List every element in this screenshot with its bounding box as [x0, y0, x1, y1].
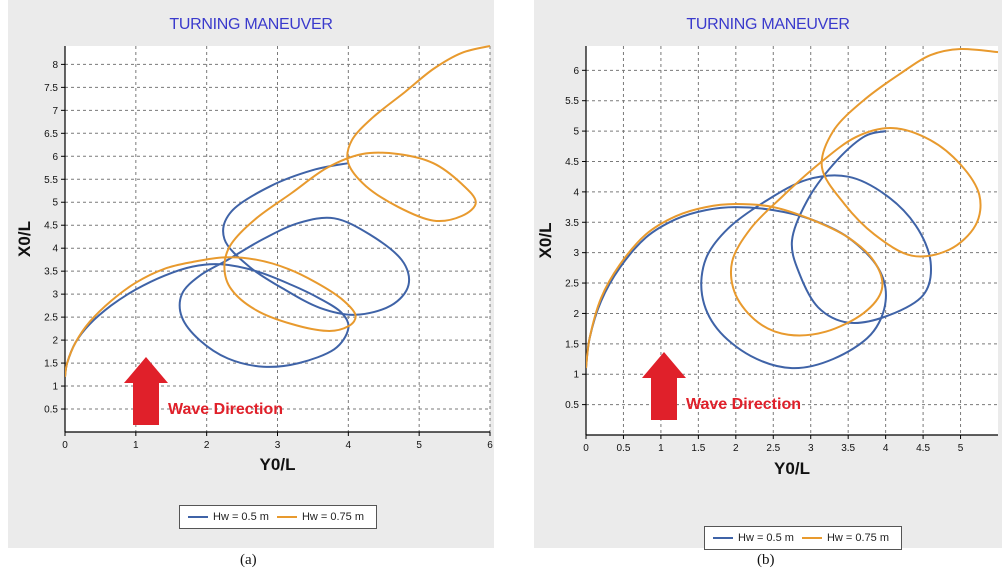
chart-plot-a: 0 1 2 3 4 5 6 0.5 1 1.5 2 2.5 3 3.5 4 4.5 5 5.5 6 6.5 7 7.5 8 Y…	[15, 45, 493, 474]
series-line-hw-0-5	[65, 162, 411, 378]
y-tick-label: 5.5	[565, 96, 579, 107]
y-tick-label: 6	[52, 152, 58, 163]
y-tick-label: 6	[573, 66, 579, 77]
wave-direction-label: Wave Direction	[686, 396, 801, 413]
y-tick-label: 2	[52, 336, 58, 347]
y-tick-label: 4.5	[565, 157, 579, 168]
y-tick-label: 7	[52, 106, 58, 117]
legend-swatch-blue	[188, 516, 208, 518]
x-tick-label: 6	[487, 440, 493, 451]
y-tick-label: 4	[52, 244, 58, 255]
x-tick-label: 5	[958, 443, 964, 454]
series-line-hw-0-75	[65, 45, 491, 378]
legend-label: Hw = 0.75 m	[301, 511, 364, 523]
chart-panel-b: TURNING MANEUVER 0 0.5 1 1.5 2 2.5 3 3.5 4 4.5 5 0.…	[534, 0, 1002, 550]
legend-swatch-orange	[276, 516, 297, 518]
y-tick-label: 7.5	[44, 83, 58, 94]
wave-direction-arrow-icon	[124, 357, 168, 425]
x-tick-label: 0.5	[617, 443, 631, 454]
legend-item-series-2: Hw = 0.75 m	[275, 511, 364, 523]
y-tick-label: 0.5	[44, 405, 58, 416]
y-tick-label: 4.5	[44, 221, 58, 232]
legend-label: Hw = 0.5 m	[738, 532, 794, 544]
x-tick-label: 2	[733, 443, 739, 454]
y-tick-label: 6.5	[44, 129, 58, 140]
x-tick-label: 2	[204, 440, 210, 451]
y-tick-label: 4	[573, 187, 579, 198]
caption-a: (a)	[240, 552, 257, 568]
y-tick-label: 5	[52, 198, 58, 209]
x-tick-label: 1.5	[691, 443, 705, 454]
legend-label: Hw = 0.75 m	[826, 532, 889, 544]
x-tick-label: 1	[133, 440, 139, 451]
legend-item-series-1: Hw = 0.5 m	[711, 532, 794, 544]
y-tick-label: 3	[573, 248, 579, 259]
legend: Hw = 0.5 m Hw = 0.75 m	[179, 505, 377, 529]
x-axis-label: Y0/L	[260, 455, 296, 474]
y-tick-label: 2.5	[44, 313, 58, 324]
chart-panel-a: TURNING MANEUVER 0 1 2 3 4 5 6 0.5 1 1.5 2 2.5 3 3.5 4…	[8, 0, 494, 548]
legend-item-series-1: Hw = 0.5 m	[186, 511, 269, 523]
legend-item-series-2: Hw = 0.75 m	[800, 532, 889, 544]
x-tick-label: 3	[808, 443, 814, 454]
x-tick-label: 4	[346, 440, 352, 451]
y-tick-label: 5	[573, 127, 579, 138]
x-tick-label: 5	[416, 440, 422, 451]
y-tick-label: 1.5	[565, 339, 579, 350]
chart-title: TURNING MANEUVER	[169, 16, 333, 33]
series-line-hw-0-5	[586, 130, 932, 370]
legend-label: Hw = 0.5 m	[213, 511, 269, 523]
x-tick-label: 2.5	[766, 443, 780, 454]
x-tick-label: 0	[62, 440, 68, 451]
y-tick-label: 1	[573, 370, 579, 381]
y-tick-label: 2.5	[565, 279, 579, 290]
x-tick-label: 4.5	[916, 443, 930, 454]
y-tick-label: 3.5	[44, 267, 58, 278]
wave-direction-arrow-icon	[642, 352, 686, 420]
y-axis-label: X0/L	[15, 221, 34, 257]
x-tick-label: 3	[275, 440, 281, 451]
y-tick-label: 0.5	[565, 400, 579, 411]
series-line-hw-0-75	[586, 47, 999, 369]
y-tick-label: 1.5	[44, 359, 58, 370]
caption-b: (b)	[757, 552, 775, 568]
legend-swatch-blue	[713, 537, 733, 539]
x-tick-label: 1	[658, 443, 664, 454]
x-axis-label: Y0/L	[774, 459, 810, 478]
y-tick-label: 5.5	[44, 175, 58, 186]
y-axis-label: X0/L	[536, 223, 555, 259]
y-tick-label: 2	[573, 309, 579, 320]
x-tick-label: 4	[883, 443, 889, 454]
y-tick-label: 3	[52, 290, 58, 301]
chart-plot-b: 0 0.5 1 1.5 2 2.5 3 3.5 4 4.5 5 0.5 1 1.5 2 2.5 3 3.5 4 4.5…	[536, 46, 999, 478]
wave-direction-label: Wave Direction	[168, 401, 283, 418]
chart-title: TURNING MANEUVER	[686, 16, 850, 33]
legend: Hw = 0.5 m Hw = 0.75 m	[704, 526, 902, 550]
x-tick-label: 0	[583, 443, 589, 454]
x-tick-label: 3.5	[841, 443, 855, 454]
legend-swatch-orange	[801, 537, 822, 539]
y-tick-label: 3.5	[565, 218, 579, 229]
y-tick-label: 8	[52, 60, 58, 71]
y-tick-label: 1	[52, 382, 58, 393]
